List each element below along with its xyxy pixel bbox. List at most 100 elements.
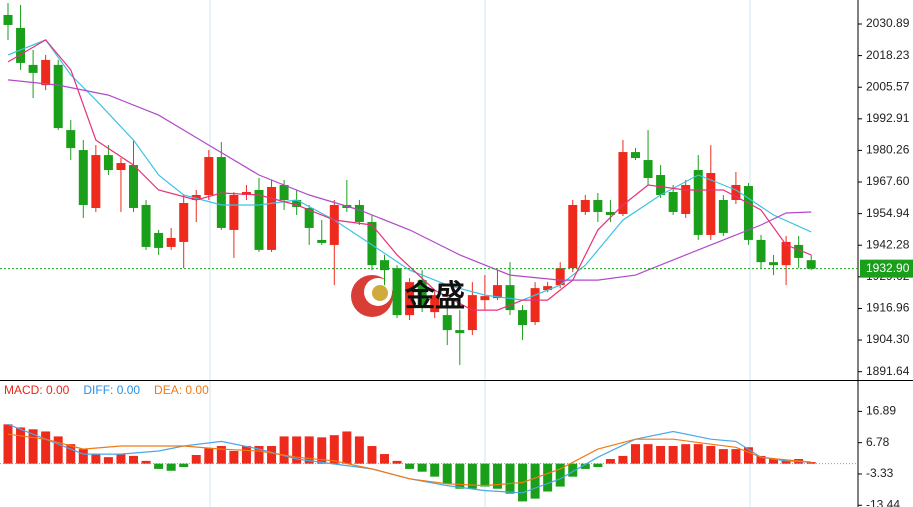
indicator-line	[7, 423, 812, 494]
macd-bar	[91, 454, 101, 464]
y-tick-label: 1942.28	[866, 237, 910, 251]
macd-bar	[505, 463, 515, 494]
candle-body	[543, 286, 553, 291]
macd-bar	[480, 463, 490, 487]
macd-bar	[781, 459, 791, 464]
candle-body	[455, 330, 465, 334]
macd-bar	[28, 429, 38, 464]
y-tick-label: 1916.96	[866, 301, 910, 315]
candle-body	[329, 204, 339, 245]
candle-body	[392, 268, 402, 316]
macd-bar	[668, 446, 678, 464]
candle-body	[53, 64, 63, 129]
candle-body	[354, 204, 364, 222]
y-tick-label: 1967.60	[866, 174, 910, 188]
macd-bar	[543, 463, 553, 492]
candle-body	[756, 239, 766, 263]
candle-body	[731, 185, 741, 200]
macd-bar	[292, 436, 302, 464]
candle-body	[442, 315, 452, 331]
macd-bar	[16, 427, 26, 464]
candle-body	[166, 237, 176, 247]
candle-body	[693, 170, 703, 235]
last-price-label: 1932.90	[866, 261, 910, 275]
macd-bar	[605, 459, 615, 464]
macd-bar	[467, 463, 477, 489]
macd-bar	[756, 455, 766, 464]
macd-bar	[417, 463, 427, 472]
candle-body	[643, 160, 653, 179]
time-separators	[209, 0, 751, 507]
candle-body	[806, 260, 816, 269]
macd-bar	[530, 463, 540, 499]
macd-bar	[78, 449, 88, 464]
legend-label: MACD: 0.00	[4, 383, 70, 397]
macd-bar	[3, 424, 13, 464]
candle-body	[116, 163, 126, 171]
y-tick-label: 2005.57	[866, 79, 910, 93]
macd-bar	[392, 460, 402, 464]
macd-bar	[769, 459, 779, 464]
candle-body	[141, 204, 151, 247]
candle-body	[28, 64, 38, 73]
indicator-line	[7, 39, 812, 311]
macd-bar	[329, 435, 339, 464]
candle-body	[241, 191, 251, 195]
candle-body	[405, 282, 415, 316]
macd-bar	[568, 463, 578, 477]
macd-bar	[241, 446, 251, 464]
macd-bar	[405, 463, 415, 469]
macd-bar	[116, 454, 126, 464]
candle-body	[631, 152, 640, 159]
candle-body	[380, 260, 389, 271]
candle-body	[267, 187, 277, 250]
y-tick-label: -13.44	[866, 497, 900, 507]
candle-body	[706, 173, 716, 235]
macd-bar	[718, 449, 728, 464]
macd-bar	[129, 455, 138, 464]
candle-body	[467, 295, 477, 331]
candle-body	[204, 157, 214, 195]
macd-bar	[53, 436, 63, 464]
macd-bar	[693, 444, 703, 464]
candle-body	[103, 155, 113, 171]
macd-bar	[179, 463, 189, 468]
macd-bar	[267, 446, 277, 464]
macd-bar	[317, 437, 327, 464]
watermark-logo	[351, 275, 393, 317]
candle-body	[154, 232, 164, 248]
macd-bar	[380, 454, 389, 464]
last-price-box	[860, 259, 913, 278]
candle-body	[191, 194, 201, 200]
indicator-line	[7, 79, 812, 281]
y-tick-label: 1904.30	[866, 332, 910, 346]
candle-body	[279, 185, 289, 200]
candle-body	[16, 27, 26, 63]
macd-bar	[154, 463, 164, 469]
candle-body	[229, 194, 239, 230]
macd-bar	[66, 444, 76, 464]
candle-body	[555, 268, 565, 286]
candle-body	[530, 288, 540, 323]
macd-bar	[254, 446, 264, 464]
candle-body	[568, 204, 578, 269]
candle-body	[317, 239, 327, 243]
macd-bar	[367, 446, 377, 464]
y-tick-label: 1980.26	[866, 143, 910, 157]
macd-bar	[593, 463, 603, 468]
y-tick-label: 16.89	[866, 404, 896, 418]
candle-body	[179, 202, 189, 242]
macd-bar	[631, 444, 640, 464]
candle-body	[580, 199, 590, 212]
y-tick-label: 1992.91	[866, 111, 910, 125]
candle-body	[743, 186, 753, 240]
macd-bar	[430, 463, 440, 477]
candle-body	[417, 280, 427, 306]
macd-bar	[442, 463, 452, 484]
watermark-text: 金盛	[404, 279, 465, 313]
macd-bar	[706, 446, 716, 464]
macd-bar	[806, 462, 816, 464]
candle-body	[292, 199, 302, 207]
candle-body	[518, 310, 528, 326]
